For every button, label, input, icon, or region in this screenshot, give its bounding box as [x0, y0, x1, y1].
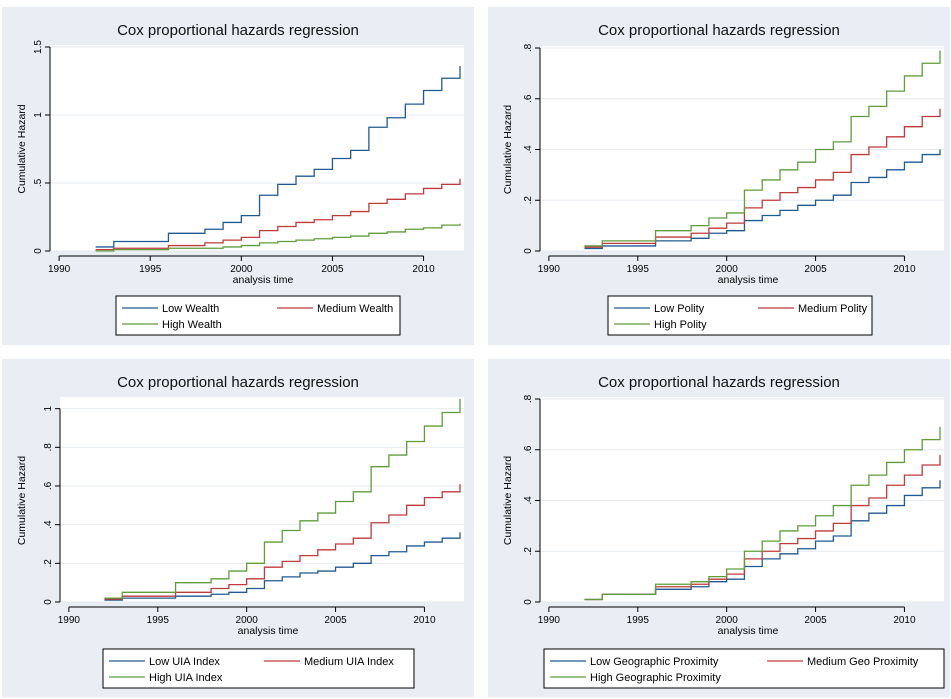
y-tick-label: .2 [43, 559, 54, 568]
y-tick-label: 0 [33, 248, 44, 254]
plot-area [50, 45, 464, 251]
chart-panel-uia: Cox proportional hazards regression 0 .2 .4… [2, 359, 474, 697]
y-tick-label: 0 [523, 248, 534, 254]
chart-title: Cox proportional hazards regression [598, 22, 840, 39]
x-axis-label: analysis time [238, 625, 299, 637]
series-line [584, 480, 941, 601]
y-tick-label: 1.5 [33, 40, 44, 54]
x-tick-label: 2000 [716, 264, 739, 275]
y-tick-label: .4 [523, 145, 534, 154]
series-line [104, 399, 461, 599]
y-tick-label: .6 [523, 445, 534, 454]
legend-box [102, 648, 415, 689]
chart-polity: Cox proportional hazards regression 0 .2 .4… [502, 22, 944, 336]
series-line [95, 223, 461, 252]
chart-panel-geo: Cox proportional hazards regression 0 .2 .4… [488, 359, 950, 697]
x-tick-label: 2010 [413, 615, 436, 626]
x-tick-label: 2000 [716, 615, 739, 626]
chart-title: Cox proportional hazards regression [117, 22, 359, 39]
series-line [584, 108, 941, 248]
legend-label: Low UIA Index [149, 656, 220, 668]
series-line [584, 149, 941, 250]
y-tick-label: 1 [33, 112, 44, 118]
chart-uia: Cox proportional hazards regression 0 .2 .4… [16, 374, 464, 689]
legend-label: Medium Polity [798, 303, 868, 315]
y-tick-label: 0 [523, 599, 534, 605]
chart-wealth: Cox proportional hazards regression 0 .5 1 1… [16, 22, 464, 336]
legend-label: Medium Wealth [317, 303, 393, 315]
chart-title: Cox proportional hazards regression [117, 374, 359, 391]
y-tick-label: .2 [523, 196, 534, 205]
x-tick-label: 2005 [321, 264, 344, 275]
x-tick-label: 1995 [139, 264, 162, 275]
x-tick-label: 1995 [147, 615, 170, 626]
series-line [584, 454, 941, 601]
series-line [95, 178, 461, 251]
legend-box [543, 648, 945, 689]
legend-label: Medium UIA Index [304, 656, 394, 668]
legend-label: High Wealth [162, 319, 222, 331]
series-line [584, 50, 941, 247]
x-tick-label: 2010 [412, 264, 435, 275]
y-tick-label: .4 [43, 520, 54, 529]
series-line [104, 532, 461, 601]
chart-panel-wealth: Cox proportional hazards regression 0 .5 1 1… [2, 7, 474, 345]
x-axis-label: analysis time [233, 274, 294, 286]
y-tick-label: .6 [43, 481, 54, 490]
x-axis-label: analysis time [718, 274, 779, 286]
y-axis-label: Cumulative Hazard [16, 456, 28, 545]
x-tick-label: 1990 [538, 264, 561, 275]
x-tick-label: 1995 [627, 615, 650, 626]
legend-box [607, 295, 873, 336]
series-line [95, 66, 461, 248]
plot-area [60, 397, 464, 602]
y-tick-label: .5 [33, 178, 44, 187]
legend-box [115, 295, 401, 336]
chart-geo: Cox proportional hazards regression 0 .2 .4… [502, 374, 945, 689]
y-tick-label: .8 [523, 43, 534, 52]
y-axis-label: Cumulative Hazard [16, 104, 28, 193]
legend-label: High Geographic Proximity [590, 672, 721, 684]
series-line [104, 484, 461, 600]
x-tick-label: 1995 [627, 264, 650, 275]
y-tick-label: .6 [523, 94, 534, 103]
x-tick-label: 1990 [48, 264, 71, 275]
y-tick-label: .8 [43, 443, 54, 452]
y-tick-label: .2 [523, 547, 534, 556]
legend-label: Medium Geo Proximity [807, 656, 919, 668]
y-tick-label: 1 [43, 405, 54, 411]
legend-label: Low Wealth [162, 303, 219, 315]
x-tick-label: 2000 [230, 264, 253, 275]
chart-panel-polity: Cox proportional hazards regression 0 .2 .4… [488, 7, 950, 345]
y-axis-label: Cumulative Hazard [502, 105, 514, 194]
legend-label: Low Geographic Proximity [590, 656, 719, 668]
plot-area [540, 46, 944, 251]
chart-title: Cox proportional hazards regression [598, 374, 840, 391]
plot-area [540, 397, 944, 602]
x-axis-label: analysis time [718, 625, 779, 637]
y-tick-label: .8 [523, 394, 534, 403]
x-tick-label: 1990 [538, 615, 561, 626]
x-tick-label: 2005 [804, 615, 827, 626]
x-tick-label: 1990 [58, 615, 81, 626]
x-tick-label: 2010 [893, 615, 916, 626]
legend-label: High UIA Index [149, 672, 223, 684]
y-tick-label: 0 [43, 599, 54, 605]
x-tick-label: 2010 [893, 264, 916, 275]
y-axis-label: Cumulative Hazard [502, 456, 514, 545]
legend-label: High Polity [654, 319, 707, 331]
legend-label: Low Polity [654, 303, 705, 315]
x-tick-label: 2000 [236, 615, 259, 626]
x-tick-label: 2005 [324, 615, 347, 626]
x-tick-label: 2005 [804, 264, 827, 275]
series-line [584, 426, 941, 601]
y-tick-label: .4 [523, 496, 534, 505]
